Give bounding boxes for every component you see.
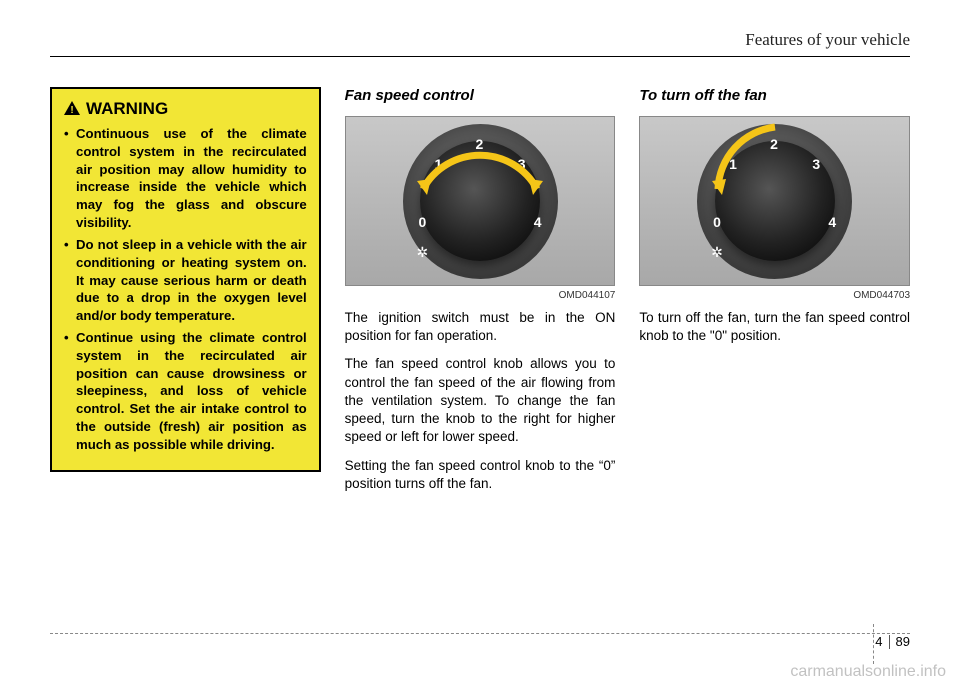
- page-number: 89: [896, 634, 910, 649]
- footer-divider: [889, 635, 890, 649]
- warning-triangle-icon: !: [64, 101, 80, 118]
- column-turn-off: To turn off the fan 0 1 2 3 4 ✲ OMD04470…: [639, 87, 910, 503]
- footer-dashed-vertical: [873, 624, 874, 664]
- dial-number-0: 0: [419, 214, 427, 230]
- fan-speed-dial-image: 0 1 2 3 4 ✲: [345, 116, 616, 286]
- image-code: OMD044703: [639, 290, 910, 301]
- dial-number-0: 0: [713, 214, 721, 230]
- body-paragraph: The fan speed control knob allows you to…: [345, 355, 616, 446]
- fan-speed-title: Fan speed control: [345, 87, 616, 104]
- warning-title-row: ! WARNING: [64, 99, 307, 119]
- image-code: OMD044107: [345, 290, 616, 301]
- column-fan-speed: Fan speed control 0 1 2 3 4 ✲ OMD044107: [345, 87, 616, 503]
- warning-item: Do not sleep in a vehicle with the air c…: [64, 236, 307, 325]
- watermark-text: carmanualsonline.info: [790, 663, 946, 681]
- column-warning: ! WARNING Continuous use of the climate …: [50, 87, 321, 503]
- body-paragraph: To turn off the fan, turn the fan speed …: [639, 309, 910, 345]
- fan-icon: ✲: [711, 244, 723, 261]
- warning-item: Continuous use of the climate control sy…: [64, 125, 307, 232]
- warning-list: Continuous use of the climate control sy…: [64, 125, 307, 454]
- section-number: 4: [875, 634, 882, 649]
- dial-number-4: 4: [534, 214, 542, 230]
- footer-dashed-line: [50, 633, 910, 634]
- warning-box: ! WARNING Continuous use of the climate …: [50, 87, 321, 472]
- section-header: Features of your vehicle: [50, 30, 910, 57]
- content-columns: ! WARNING Continuous use of the climate …: [50, 87, 910, 503]
- turn-off-dial-image: 0 1 2 3 4 ✲: [639, 116, 910, 286]
- sweep-arrow-full: [405, 119, 555, 199]
- svg-text:!: !: [70, 105, 73, 115]
- warning-item: Continue using the climate control syste…: [64, 329, 307, 454]
- fan-icon: ✲: [417, 244, 429, 261]
- sweep-arrow-left: [700, 119, 850, 199]
- body-paragraph: The ignition switch must be in the ON po…: [345, 309, 616, 345]
- page-footer: 4 89: [875, 634, 910, 649]
- turn-off-title: To turn off the fan: [639, 87, 910, 104]
- warning-title-text: WARNING: [86, 99, 168, 119]
- body-paragraph: Setting the fan speed control knob to th…: [345, 457, 616, 493]
- dial-number-4: 4: [828, 214, 836, 230]
